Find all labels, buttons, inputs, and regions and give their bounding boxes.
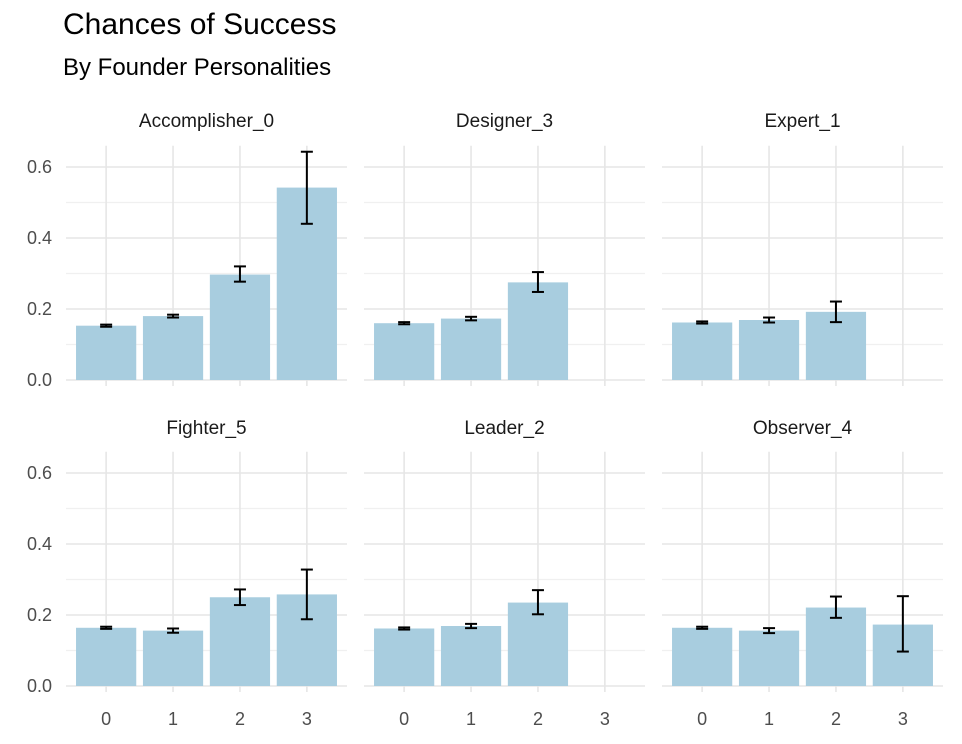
x-tick-label: 2: [533, 709, 543, 729]
facet-label: Leader_2: [464, 418, 544, 439]
bar: [209, 274, 271, 380]
bar: [507, 282, 569, 380]
bar: [440, 626, 502, 686]
bar: [142, 630, 204, 686]
facet-label: Accomplisher_0: [139, 111, 274, 132]
x-tick-label: 1: [764, 709, 774, 729]
y-tick-label: 0.4: [27, 228, 52, 248]
y-tick-label: 0.2: [27, 605, 52, 625]
y-tick-label: 0.6: [27, 463, 52, 483]
bar: [805, 607, 867, 686]
x-tick-label: 2: [831, 709, 841, 729]
y-tick-label: 0.4: [27, 534, 52, 554]
bar: [142, 316, 204, 380]
bar: [672, 322, 733, 380]
x-tick-label: 3: [302, 709, 312, 729]
bar: [374, 628, 435, 686]
facet-label: Expert_1: [764, 111, 840, 132]
y-tick-label: 0.0: [27, 370, 52, 390]
bar: [440, 318, 502, 380]
y-tick-label: 0.6: [27, 157, 52, 177]
bar: [507, 602, 569, 686]
facet-label: Observer_4: [753, 418, 853, 439]
bar: [209, 597, 271, 686]
facet-label: Designer_3: [456, 111, 553, 132]
x-tick-label: 1: [466, 709, 476, 729]
bar: [738, 630, 800, 686]
y-tick-label: 0.2: [27, 299, 52, 319]
chart-subtitle: By Founder Personalities: [63, 54, 332, 81]
bar: [76, 325, 137, 380]
x-tick-label: 1: [168, 709, 178, 729]
x-tick-label: 2: [235, 709, 245, 729]
bar: [374, 323, 435, 380]
y-tick-label: 0.0: [27, 676, 52, 696]
chart-title: Chances of Success: [63, 8, 337, 41]
bar: [76, 627, 137, 686]
bar: [672, 627, 733, 686]
x-tick-label: 3: [898, 709, 908, 729]
facet-label: Fighter_5: [166, 418, 246, 439]
x-tick-label: 0: [697, 709, 707, 729]
x-tick-label: 0: [101, 709, 111, 729]
bar: [738, 320, 800, 380]
bar: [805, 311, 867, 380]
x-tick-label: 3: [600, 709, 610, 729]
x-tick-label: 0: [399, 709, 409, 729]
